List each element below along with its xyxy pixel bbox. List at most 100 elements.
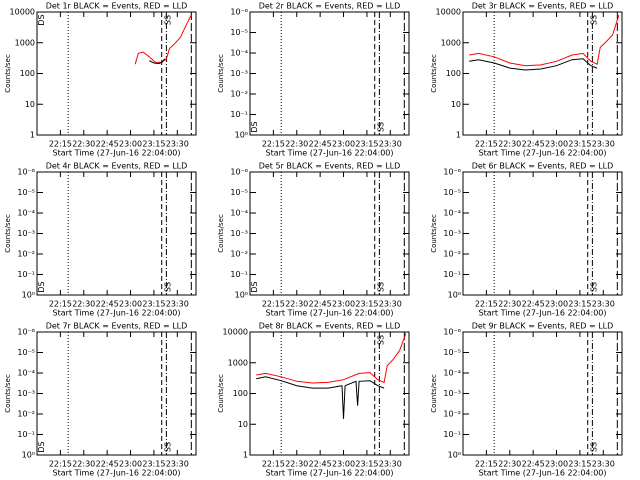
- y-tick-label: 10⁻³: [17, 389, 35, 398]
- panel-title: Det 4r BLACK = Events, RED = LLD: [46, 162, 188, 171]
- x-tick-label: 22:45: [522, 460, 545, 469]
- panel: Det 9r BLACK = Events, RED = LLD Start Ti…: [430, 322, 623, 478]
- panel-title: Det 9r BLACK = Events, RED = LLD: [472, 322, 614, 331]
- annotation: SS: [376, 282, 385, 292]
- series-line: [256, 376, 385, 419]
- x-axis-label: Start Time (27-Jun-16 22:04:00): [53, 469, 181, 478]
- y-tick-label: 10⁻⁵: [443, 188, 461, 197]
- annotation: DS: [37, 441, 46, 452]
- panel-title: Det 6r BLACK = Events, RED = LLD: [472, 162, 614, 171]
- x-tick-label: 23:00: [119, 300, 142, 309]
- x-tick-label: 23:15: [142, 300, 165, 309]
- x-axis-label: Start Time (27-Jun-16 22:04:00): [479, 149, 607, 158]
- panel: Det 5r BLACK = Events, RED = LLD Start Ti…: [217, 162, 410, 318]
- panel: Det 2r BLACK = Events, RED = LLD Start Ti…: [217, 2, 410, 158]
- annotation: DS: [250, 281, 259, 292]
- y-tick-label: 10⁻⁶: [17, 328, 35, 337]
- annotation: SS: [376, 335, 385, 345]
- y-tick-label: 10⁻³: [230, 69, 248, 78]
- x-tick-label: 23:00: [119, 460, 142, 469]
- x-tick-label: 23:15: [568, 460, 591, 469]
- x-tick-label: 23:15: [355, 460, 378, 469]
- series-line: [469, 14, 620, 67]
- series-line: [134, 14, 192, 65]
- x-tick-label: 22:30: [72, 460, 95, 469]
- y-axis-label: Counts/sec: [4, 374, 12, 413]
- y-tick-label: 10⁻²: [443, 250, 461, 259]
- x-tick-label: 22:45: [96, 300, 119, 309]
- plot-frame: [249, 331, 410, 456]
- y-tick-label: 10⁻¹: [230, 110, 248, 119]
- x-tick-label: 22:15: [49, 140, 72, 149]
- y-tick-label: 10⁻⁵: [443, 348, 461, 357]
- y-tick-label: 1000: [15, 38, 35, 47]
- y-tick-label: 10⁻¹: [230, 270, 248, 279]
- annotation: SS: [589, 15, 598, 25]
- plot-frame: [462, 11, 623, 136]
- y-axis-label: Counts/sec: [217, 54, 225, 93]
- x-tick-label: 22:15: [262, 140, 285, 149]
- y-tick-label: 10⁻⁴: [17, 209, 35, 218]
- y-axis-label: Counts/sec: [4, 214, 12, 253]
- x-tick-label: 23:00: [332, 300, 355, 309]
- x-tick-label: 22:45: [522, 300, 545, 309]
- x-tick-label: 22:15: [262, 300, 285, 309]
- annotation: DS: [37, 14, 46, 25]
- plot-frame: [462, 331, 623, 456]
- plot-frame: [36, 171, 197, 296]
- x-tick-label: 23:00: [545, 460, 568, 469]
- x-tick-label: 23:30: [379, 300, 402, 309]
- panel: Det 3r BLACK = Events, RED = LLD Start Ti…: [430, 2, 623, 158]
- panel-title: Det 7r BLACK = Events, RED = LLD: [46, 322, 188, 331]
- y-tick-label: 10⁻⁵: [230, 188, 248, 197]
- y-tick-label: 10⁻³: [443, 229, 461, 238]
- y-tick-label: 10⁰: [235, 291, 248, 300]
- y-axis-label: Counts/sec: [430, 214, 438, 253]
- y-tick-label: 10: [238, 420, 248, 429]
- plot-frame: [36, 331, 197, 456]
- x-tick-label: 23:15: [568, 300, 591, 309]
- y-tick-label: 10⁻²: [230, 90, 248, 99]
- series-line: [469, 58, 598, 71]
- x-tick-label: 22:30: [285, 300, 308, 309]
- y-tick-label: 10⁰: [22, 451, 35, 460]
- y-tick-label: 100: [233, 389, 248, 398]
- x-tick-label: 23:00: [332, 460, 355, 469]
- y-axis-label: Counts/sec: [217, 214, 225, 253]
- y-tick-label: 100: [446, 69, 461, 78]
- x-tick-label: 22:45: [96, 460, 119, 469]
- panel-title: Det 8r BLACK = Events, RED = LLD: [259, 322, 401, 331]
- x-tick-label: 22:30: [285, 140, 308, 149]
- x-axis-label: Start Time (27-Jun-16 22:04:00): [53, 309, 181, 318]
- y-tick-label: 10⁻³: [443, 389, 461, 398]
- y-tick-label: 1: [243, 451, 248, 460]
- y-tick-label: 10⁻⁶: [230, 168, 248, 177]
- x-tick-label: 23:15: [142, 140, 165, 149]
- series-line: [148, 58, 166, 65]
- x-tick-label: 22:30: [72, 140, 95, 149]
- x-tick-label: 22:15: [475, 460, 498, 469]
- y-tick-label: 10⁻⁶: [443, 168, 461, 177]
- y-tick-label: 10⁰: [235, 131, 248, 140]
- x-tick-label: 22:15: [49, 460, 72, 469]
- y-tick-label: 10000: [223, 328, 248, 337]
- x-tick-label: 22:30: [72, 300, 95, 309]
- y-tick-label: 1: [30, 131, 35, 140]
- x-axis-label: Start Time (27-Jun-16 22:04:00): [266, 309, 394, 318]
- y-tick-label: 1000: [441, 38, 461, 47]
- y-tick-label: 10⁻⁵: [230, 28, 248, 37]
- x-tick-label: 23:15: [355, 300, 378, 309]
- x-tick-label: 22:15: [475, 300, 498, 309]
- x-tick-label: 23:00: [119, 140, 142, 149]
- panel: Det 4r BLACK = Events, RED = LLD Start Ti…: [4, 162, 197, 318]
- y-tick-label: 10⁰: [448, 291, 461, 300]
- y-axis-label: Counts/sec: [430, 374, 438, 413]
- x-tick-label: 22:15: [475, 140, 498, 149]
- annotation: SS: [589, 282, 598, 292]
- panel-title: Det 5r BLACK = Events, RED = LLD: [259, 162, 401, 171]
- x-tick-label: 22:30: [498, 460, 521, 469]
- x-tick-label: 22:45: [96, 140, 119, 149]
- y-tick-label: 10000: [436, 8, 461, 17]
- y-tick-label: 10⁻¹: [443, 430, 461, 439]
